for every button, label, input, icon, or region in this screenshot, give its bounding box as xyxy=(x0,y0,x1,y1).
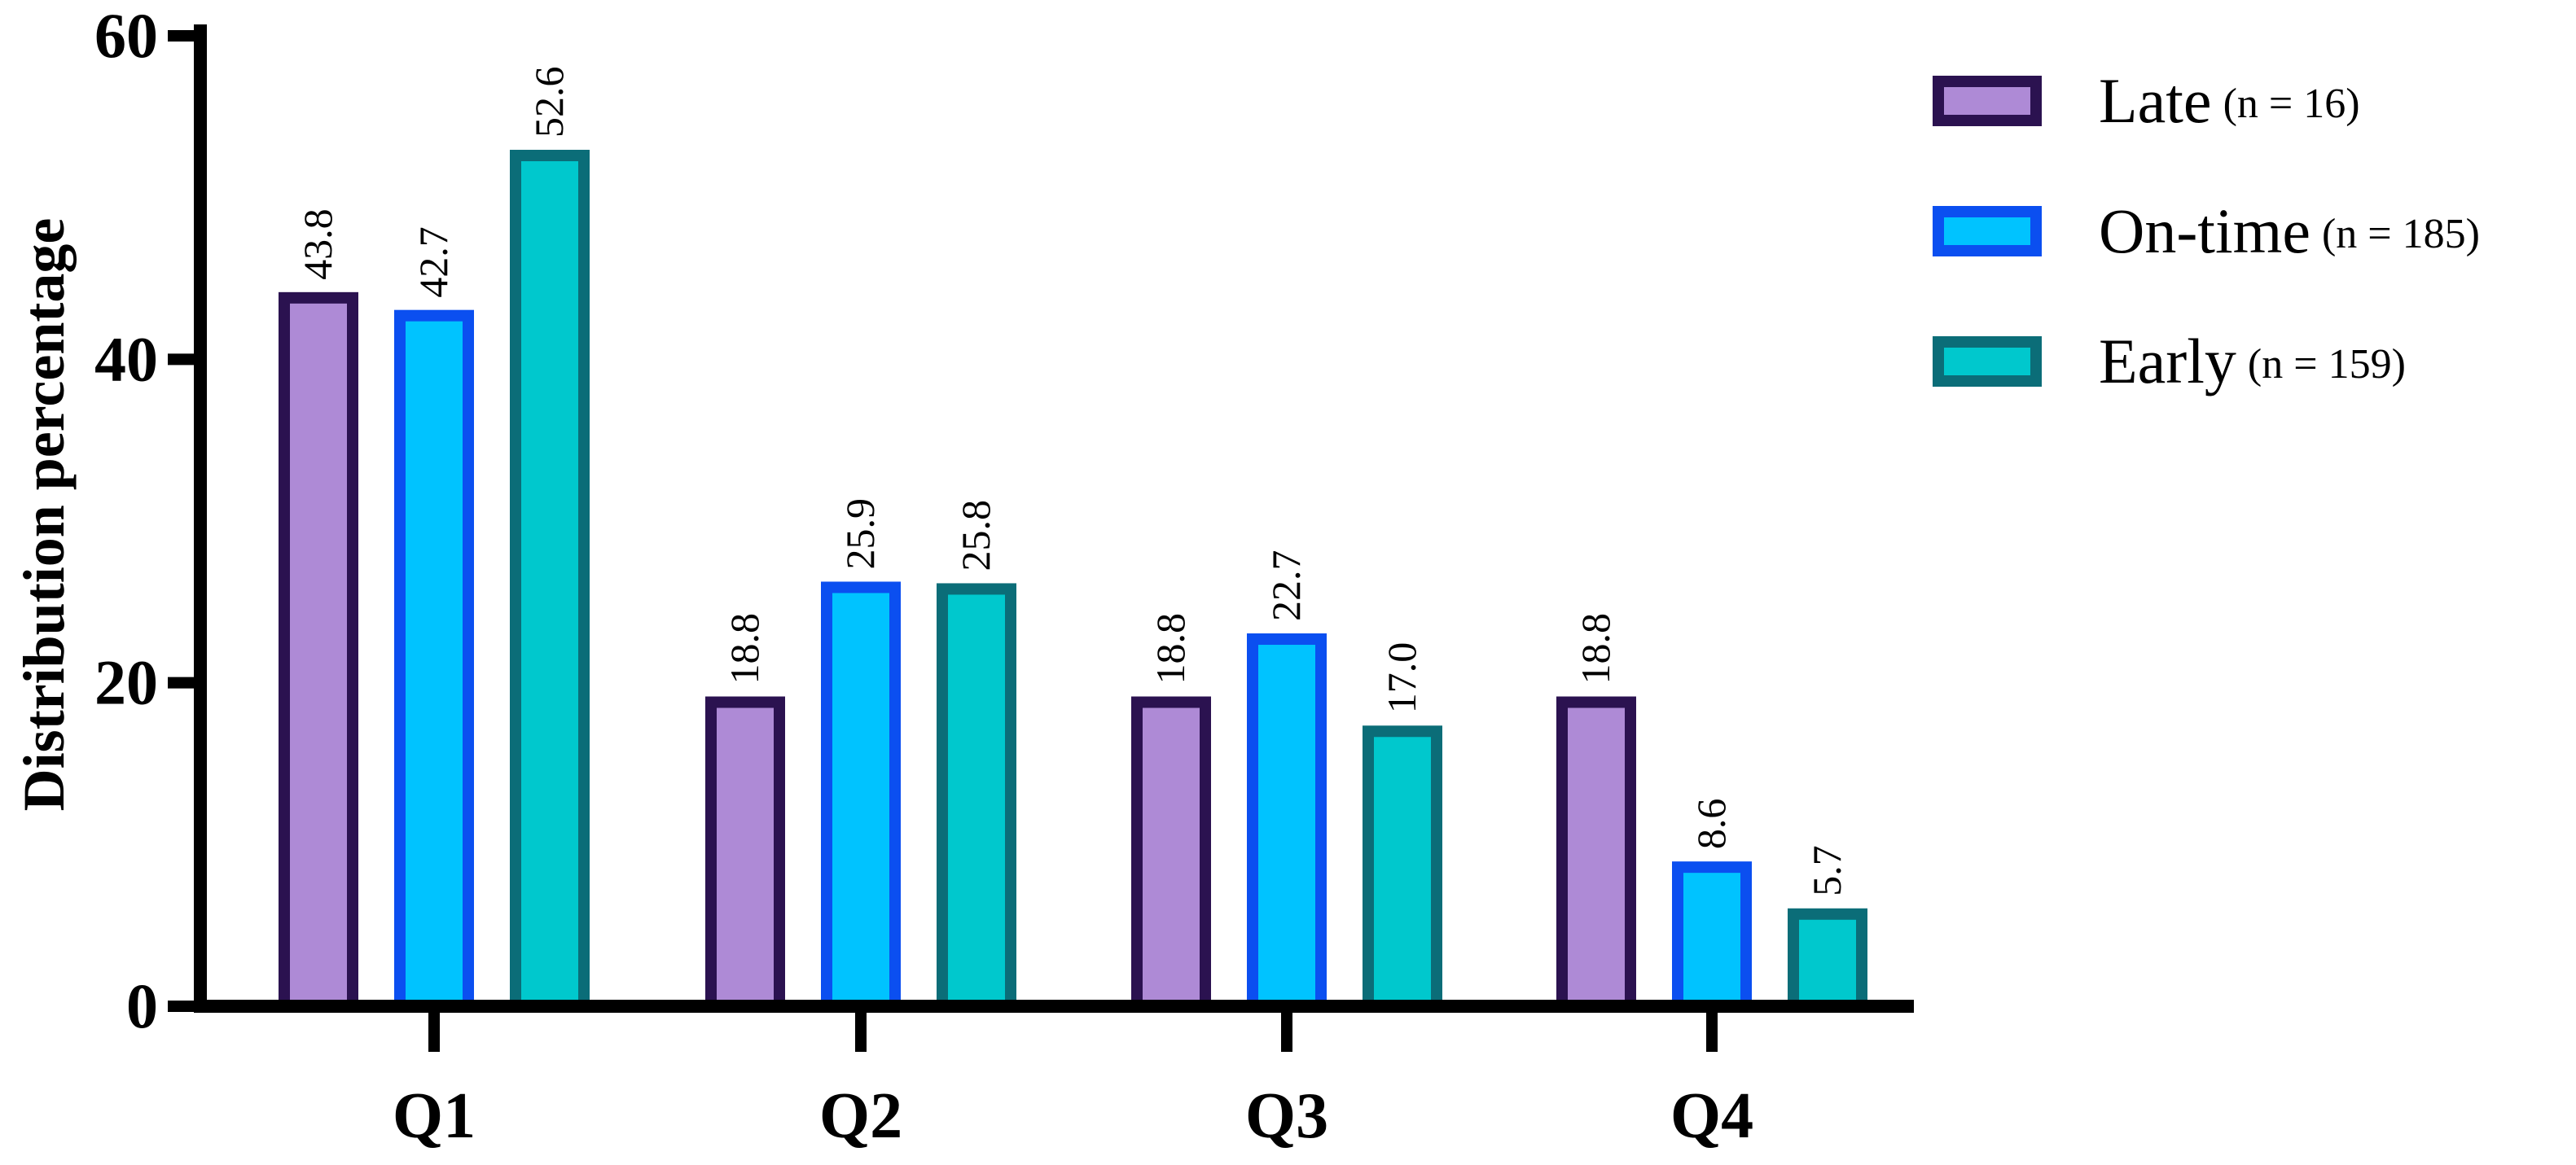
bars-group xyxy=(279,150,1867,1013)
legend-label-late: Late xyxy=(2099,65,2212,136)
legend-item-late: Late (n = 16) xyxy=(1933,65,2360,136)
x-category-label-q3: Q3 xyxy=(1245,1080,1328,1152)
legend-swatch-on-time xyxy=(1933,206,2042,256)
bar-late-q2 xyxy=(705,696,785,1012)
data-label-early-q3: 17.0 xyxy=(1379,642,1424,714)
data-label-late-q3: 18.8 xyxy=(1148,613,1193,685)
legend-item-on-time: On-time (n = 185) xyxy=(1933,195,2480,266)
bar-early-q1 xyxy=(510,150,590,1013)
data-label-on-time-q3: 22.7 xyxy=(1263,550,1309,622)
legend-count-late: (n = 16) xyxy=(2223,81,2360,127)
y-axis-title: Distribution percentage xyxy=(11,218,77,812)
y-tick-label: 0 xyxy=(126,970,158,1041)
legend: Late (n = 16) On-time (n = 185) Early (n = 15… xyxy=(1933,65,2480,396)
legend-swatch-early xyxy=(1933,336,2042,387)
data-label-late-q2: 18.8 xyxy=(722,613,767,685)
data-labels-group: 43.8 18.8 18.8 18.8 42.7 25.9 22.7 8.6 52.6 25.8 1… xyxy=(295,67,1850,896)
data-label-late-q1: 43.8 xyxy=(295,208,340,280)
x-category-label-q4: Q4 xyxy=(1670,1080,1753,1152)
bar-late-q1 xyxy=(279,291,358,1012)
data-label-late-q4: 18.8 xyxy=(1573,613,1618,685)
legend-swatch-late xyxy=(1933,76,2042,126)
data-label-on-time-q2: 25.9 xyxy=(837,498,883,570)
data-label-early-q2: 25.8 xyxy=(953,500,998,572)
bar-on-time-q2 xyxy=(821,581,901,1012)
bar-late-q3 xyxy=(1131,696,1211,1012)
legend-count-early: (n = 159) xyxy=(2248,341,2406,388)
legend-label-on-time: On-time xyxy=(2099,195,2311,266)
y-tick-label: 20 xyxy=(94,647,158,718)
bar-on-time-q3 xyxy=(1247,633,1327,1012)
x-category-label-q2: Q2 xyxy=(819,1080,902,1152)
legend-count-on-time: (n = 185) xyxy=(2322,211,2480,257)
bar-on-time-q1 xyxy=(394,309,474,1012)
axes-group: 0 20 40 60 Q1 Q2 Q3 Q4 xyxy=(94,0,1914,1152)
bar-on-time-q4 xyxy=(1672,861,1752,1012)
x-category-label-q1: Q1 xyxy=(393,1080,476,1152)
y-tick-label: 60 xyxy=(94,0,158,71)
legend-item-early: Early (n = 159) xyxy=(1933,326,2406,396)
data-label-on-time-q4: 8.6 xyxy=(1688,799,1734,850)
data-label-on-time-q1: 42.7 xyxy=(410,226,456,298)
legend-label-early: Early xyxy=(2099,326,2236,396)
y-tick-label: 40 xyxy=(94,323,158,394)
bar-late-q4 xyxy=(1556,696,1636,1012)
bar-early-q2 xyxy=(937,583,1016,1012)
data-label-early-q4: 5.7 xyxy=(1804,845,1850,896)
bar-early-q3 xyxy=(1363,725,1442,1012)
bar-early-q4 xyxy=(1788,908,1867,1013)
data-label-early-q1: 52.6 xyxy=(526,67,572,138)
